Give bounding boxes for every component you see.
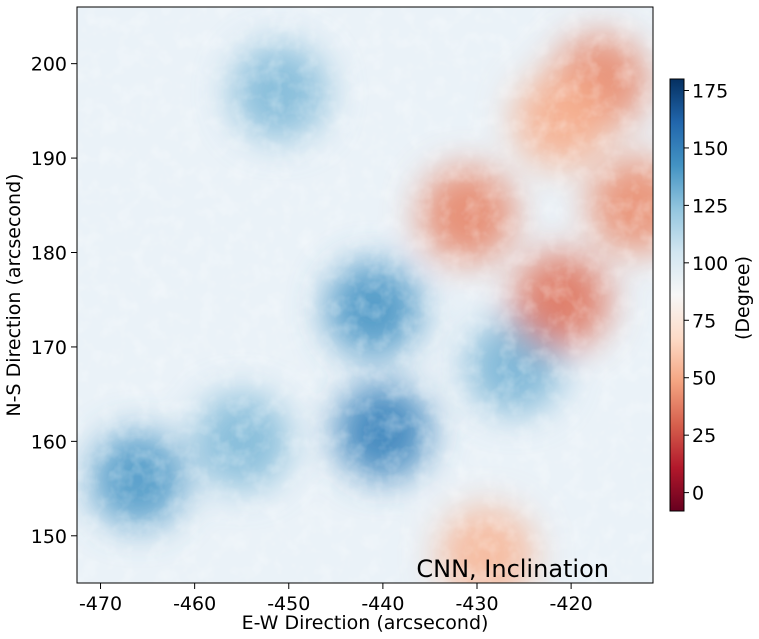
y-tick-label: 200 — [31, 54, 67, 76]
colorbar-gradient — [669, 78, 685, 512]
x-tick-label: -440 — [361, 593, 404, 615]
y-axis-title: N-S Direction (arcsecond) — [3, 173, 25, 416]
colorbar-tick-label: 50 — [692, 368, 716, 390]
y-tick-label: 190 — [31, 148, 67, 170]
plot-frame — [76, 6, 654, 584]
heatmap-area — [77, 7, 653, 583]
colorbar-tick-label: 0 — [692, 483, 704, 505]
x-tick-label: -450 — [267, 593, 310, 615]
y-tick-label: 150 — [31, 526, 67, 548]
colorbar-tick-label: 75 — [692, 310, 716, 332]
x-tick-label: -430 — [455, 593, 498, 615]
x-axis-title: E-W Direction (arcsecond) — [242, 612, 489, 634]
y-tick-label: 170 — [31, 337, 67, 359]
y-tick-label: 180 — [31, 243, 67, 265]
colorbar-tick-label: 150 — [692, 138, 728, 160]
x-tick-label: -460 — [173, 593, 216, 615]
x-axis-ticks: -470 -460 -450 -440 -430 -420 — [79, 583, 593, 615]
colorbar-tick-label: 100 — [692, 253, 728, 275]
chart-annotation: CNN, Inclination — [416, 555, 609, 583]
colorbar-ticks: 0 25 50 75 100 125 150 175 — [684, 80, 728, 505]
colorbar-title: (Degree) — [732, 256, 754, 340]
colorbar-tick-label: 175 — [692, 80, 728, 102]
y-tick-label: 160 — [31, 431, 67, 453]
granulation-texture — [77, 7, 653, 583]
colorbar: 0 25 50 75 100 125 150 175 (Degree) — [669, 78, 754, 512]
y-axis-ticks: 150 160 170 180 190 200 — [31, 54, 77, 548]
x-tick-label: -470 — [79, 593, 122, 615]
x-tick-label: -420 — [550, 593, 593, 615]
colorbar-tick-label: 125 — [692, 195, 728, 217]
colorbar-tick-label: 25 — [692, 425, 716, 447]
